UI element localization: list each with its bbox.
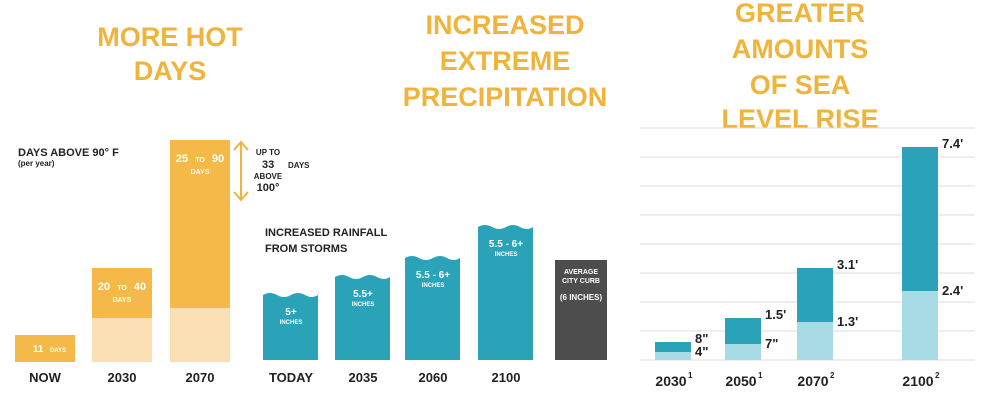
reference-label: AVERAGE <box>564 269 598 276</box>
bar-value: 5.5 - 6+ <box>489 239 523 250</box>
reference-label: (6 INCHES) <box>560 293 603 302</box>
bar-base <box>655 352 691 360</box>
bar-value: INCHES <box>422 283 445 289</box>
x-label: 2100 <box>902 373 933 389</box>
title: INCREASED <box>425 10 584 40</box>
x-label: 2070 <box>186 370 215 385</box>
annotation: 100° <box>257 182 280 194</box>
bar-value: 90 <box>212 153 224 165</box>
reference-label: CITY CURB <box>562 278 600 285</box>
bar-value: INCHES <box>280 320 303 326</box>
title: DAYS <box>134 56 207 86</box>
arrow <box>233 140 249 202</box>
bar <box>335 275 390 360</box>
low-label: 2.4' <box>942 283 963 298</box>
subtitle: FROM STORMS <box>265 243 347 255</box>
bar-value: 5+ <box>285 307 297 318</box>
subtitle: DAYS ABOVE 90° F <box>18 147 119 159</box>
bar-base <box>170 308 230 362</box>
bar-base <box>797 322 833 360</box>
x-label: 2030 <box>655 373 686 389</box>
note: (per year) <box>18 159 55 168</box>
x-label: 2060 <box>419 370 448 385</box>
bar-base <box>92 318 152 362</box>
bar-value: DAYS <box>113 297 132 304</box>
low-label: 7" <box>765 336 778 351</box>
bar-value: 25 <box>176 153 188 165</box>
bar-value: TO <box>195 157 205 164</box>
bar-value: 5.5 - 6+ <box>416 270 450 281</box>
title: PRECIPITATION <box>403 82 608 112</box>
bar-value: INCHES <box>352 302 375 308</box>
bar-base <box>725 344 761 360</box>
x-label-sup: 1 <box>688 371 693 380</box>
bar-value: DAYS <box>191 169 210 176</box>
subtitle: INCREASED RAINFALL <box>265 227 388 239</box>
x-label: 2030 <box>108 370 137 385</box>
title: GREATER <box>735 0 865 28</box>
bar-value: 11 <box>33 344 44 355</box>
bar-value: TO <box>117 285 127 292</box>
x-label-sup: 1 <box>758 371 763 380</box>
reference-bar <box>555 260 607 360</box>
x-label: 2050 <box>725 373 756 389</box>
bar-value: 20 <box>98 281 110 293</box>
bar <box>263 293 318 360</box>
high-label: 8" <box>695 331 708 346</box>
x-label: TODAY <box>269 370 313 385</box>
bar-value: 40 <box>134 281 146 293</box>
bar-base <box>902 291 938 360</box>
high-label: 1.5' <box>765 307 786 322</box>
high-label: 3.1' <box>837 257 858 272</box>
x-label-sup: 2 <box>935 371 940 380</box>
high-label: 7.4' <box>942 136 963 151</box>
x-label: 2070 <box>797 373 828 389</box>
x-label-sup: 2 <box>830 371 835 380</box>
annotation: UP TO <box>256 148 280 157</box>
x-label: 2100 <box>492 370 521 385</box>
title: EXTREME <box>440 46 571 76</box>
title: LEVEL RISE <box>721 104 878 134</box>
x-label: NOW <box>29 370 62 385</box>
title: AMOUNTS <box>732 34 869 64</box>
title: MORE HOT <box>97 22 243 52</box>
x-label: 2035 <box>349 370 378 385</box>
bar-value: DAYS <box>50 348 66 354</box>
annotation: DAYS <box>288 161 310 170</box>
bar-value: 5.5+ <box>353 289 373 300</box>
annotation: ABOVE <box>254 172 283 181</box>
low-label: 1.3' <box>837 314 858 329</box>
bar <box>478 225 533 360</box>
low-label: 4" <box>695 344 708 359</box>
annotation: 33 <box>262 159 274 171</box>
bar-value: INCHES <box>495 252 518 258</box>
bar <box>15 335 75 362</box>
bar <box>405 256 460 360</box>
title: OF SEA <box>750 70 851 100</box>
